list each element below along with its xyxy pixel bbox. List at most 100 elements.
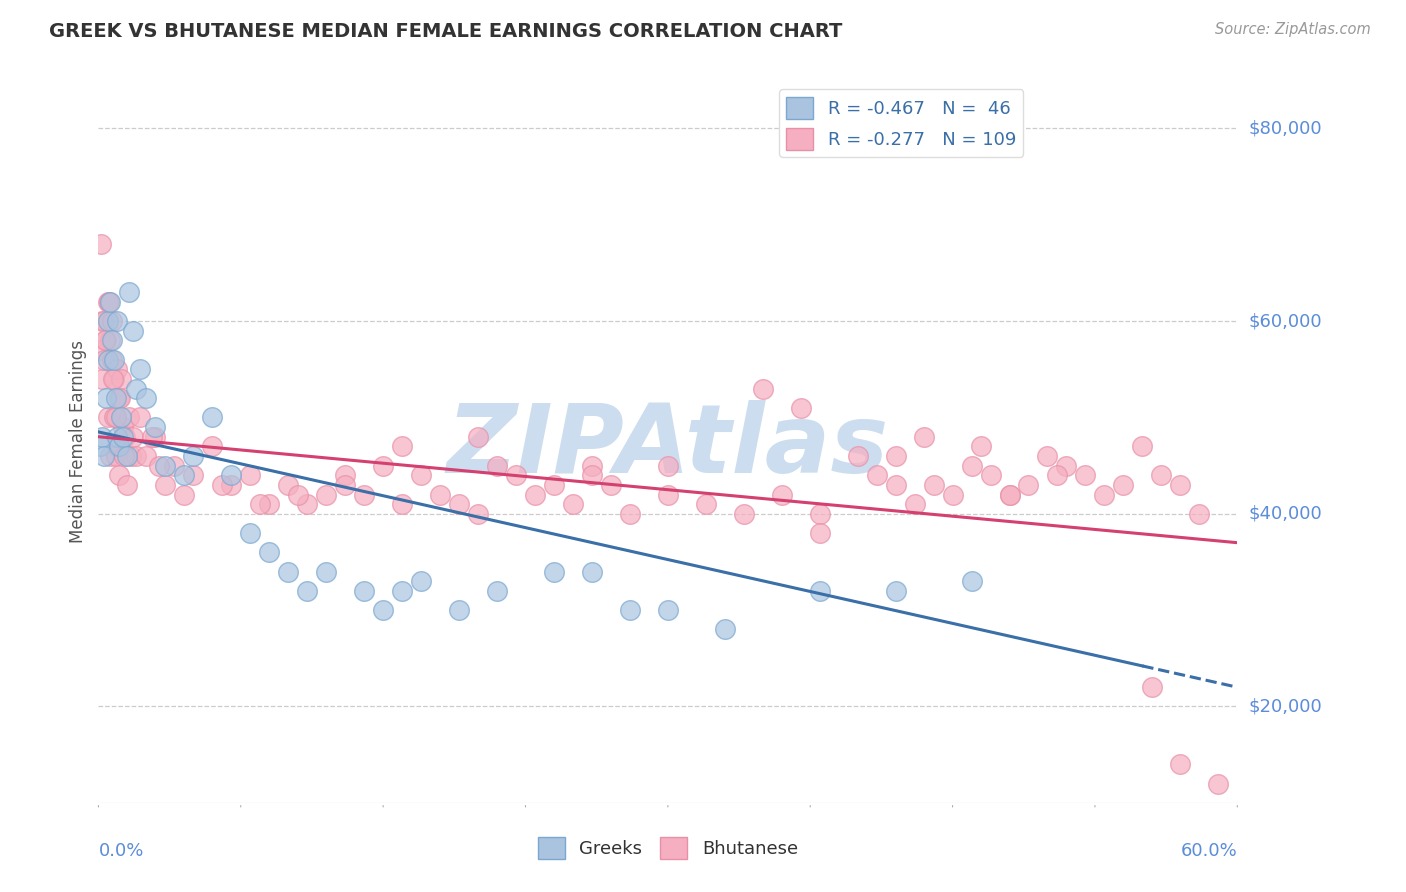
- Point: [135, 449, 157, 463]
- Point: [1170, 757, 1192, 772]
- Point: [371, 458, 394, 473]
- Point: [112, 430, 135, 444]
- Point: [998, 487, 1021, 501]
- Point: [100, 352, 122, 367]
- Point: [1132, 439, 1154, 453]
- Point: [94, 334, 117, 348]
- Point: [145, 430, 167, 444]
- Point: [201, 410, 224, 425]
- Point: [125, 382, 148, 396]
- Point: [121, 324, 143, 338]
- Point: [335, 468, 357, 483]
- Text: GREEK VS BHUTANESE MEDIAN FEMALE EARNINGS CORRELATION CHART: GREEK VS BHUTANESE MEDIAN FEMALE EARNING…: [49, 22, 842, 41]
- Point: [153, 458, 176, 473]
- Point: [1054, 458, 1078, 473]
- Point: [335, 478, 357, 492]
- Point: [145, 420, 167, 434]
- Point: [114, 430, 136, 444]
- Point: [562, 497, 585, 511]
- Point: [239, 526, 262, 541]
- Text: 0.0%: 0.0%: [98, 842, 143, 860]
- Point: [110, 391, 132, 405]
- Point: [221, 478, 243, 492]
- Point: [108, 391, 131, 405]
- Point: [148, 458, 170, 473]
- Point: [1140, 680, 1163, 694]
- Point: [277, 478, 299, 492]
- Point: [770, 487, 793, 501]
- Point: [107, 314, 129, 328]
- Point: [97, 314, 120, 328]
- Point: [103, 352, 125, 367]
- Point: [467, 507, 489, 521]
- Point: [110, 410, 132, 425]
- Point: [115, 449, 138, 463]
- Point: [866, 468, 889, 483]
- Point: [211, 478, 233, 492]
- Point: [467, 430, 489, 444]
- Point: [808, 583, 831, 598]
- Point: [103, 410, 125, 425]
- Point: [105, 410, 128, 425]
- Point: [98, 334, 121, 348]
- Point: [93, 449, 115, 463]
- Point: [97, 410, 120, 425]
- Point: [486, 458, 509, 473]
- Point: [125, 449, 148, 463]
- Point: [1188, 507, 1211, 521]
- Point: [103, 372, 125, 386]
- Point: [110, 372, 132, 386]
- Point: [1112, 478, 1135, 492]
- Point: [107, 362, 129, 376]
- Point: [505, 468, 527, 483]
- Text: $40,000: $40,000: [1249, 505, 1322, 523]
- Point: [104, 391, 127, 405]
- Text: $60,000: $60,000: [1249, 312, 1322, 330]
- Point: [98, 449, 121, 463]
- Point: [391, 583, 413, 598]
- Point: [91, 372, 114, 386]
- Point: [153, 478, 176, 492]
- Point: [1094, 487, 1116, 501]
- Point: [429, 487, 451, 501]
- Point: [447, 497, 470, 511]
- Point: [97, 352, 120, 367]
- Point: [297, 583, 319, 598]
- Point: [619, 603, 641, 617]
- Point: [89, 343, 111, 357]
- Point: [884, 449, 907, 463]
- Point: [104, 449, 127, 463]
- Point: [183, 449, 205, 463]
- Point: [581, 458, 603, 473]
- Point: [91, 430, 114, 444]
- Point: [790, 401, 813, 415]
- Point: [657, 487, 679, 501]
- Point: [752, 382, 775, 396]
- Point: [259, 545, 281, 559]
- Legend: Greeks, Bhutanese: Greeks, Bhutanese: [530, 830, 806, 866]
- Point: [619, 507, 641, 521]
- Point: [714, 623, 737, 637]
- Point: [884, 583, 907, 598]
- Point: [884, 478, 907, 492]
- Point: [101, 372, 124, 386]
- Point: [315, 565, 337, 579]
- Point: [121, 430, 143, 444]
- Point: [904, 497, 927, 511]
- Point: [600, 478, 623, 492]
- Point: [657, 603, 679, 617]
- Point: [173, 468, 195, 483]
- Point: [89, 439, 111, 453]
- Point: [135, 391, 157, 405]
- Point: [108, 468, 131, 483]
- Point: [960, 574, 983, 589]
- Point: [371, 603, 394, 617]
- Point: [112, 420, 135, 434]
- Point: [353, 487, 375, 501]
- Point: [259, 497, 281, 511]
- Point: [411, 468, 433, 483]
- Text: 60.0%: 60.0%: [1181, 842, 1237, 860]
- Point: [922, 478, 945, 492]
- Point: [581, 468, 603, 483]
- Point: [1150, 468, 1173, 483]
